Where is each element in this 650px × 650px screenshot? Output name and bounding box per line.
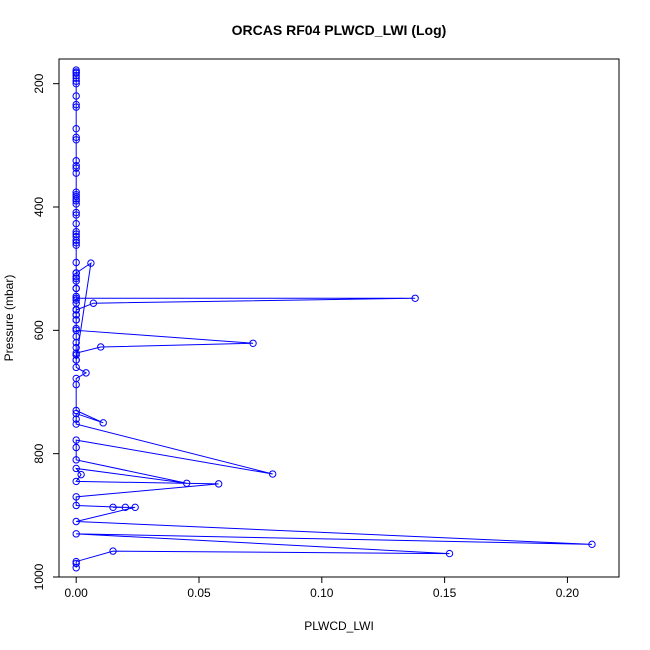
data-point (72, 564, 80, 572)
data-point (72, 136, 80, 144)
data-point (72, 227, 80, 236)
data-point (72, 164, 80, 172)
data-point (588, 540, 596, 549)
data-point (72, 241, 80, 249)
data-point (72, 74, 80, 82)
data-point (72, 103, 80, 111)
data-point (72, 443, 80, 452)
y-tick-label: 200 (32, 73, 46, 93)
data-point (72, 464, 80, 473)
x-axis: 0.00 0.05 0.10 0.15 0.20 (65, 577, 580, 600)
data-point (249, 339, 257, 347)
data-point (72, 208, 80, 217)
data-point (72, 406, 80, 415)
data-point (72, 219, 80, 228)
data-point (72, 124, 80, 133)
y-tick-label: 800 (32, 443, 46, 463)
data-point (72, 436, 80, 444)
data-point (72, 69, 80, 77)
data-point (72, 363, 80, 372)
x-axis-label: PLWCD_LWI (304, 619, 374, 633)
data-point (214, 480, 223, 488)
data-point (72, 493, 80, 501)
y-axis-label: Pressure (mbar) (2, 275, 16, 362)
data-point (72, 530, 80, 538)
data-point (72, 311, 80, 319)
data-point (72, 409, 80, 418)
data-point (99, 419, 107, 427)
data-point (72, 420, 80, 428)
data-point (183, 479, 191, 487)
data-point (77, 470, 85, 479)
data-point (72, 133, 80, 142)
data-point (72, 161, 80, 170)
data-point (109, 547, 117, 555)
data-point (72, 79, 80, 88)
data-point (72, 236, 80, 245)
y-tick-label: 400 (32, 197, 46, 217)
data-point (72, 343, 80, 352)
data-point (72, 192, 80, 201)
data-point (72, 277, 80, 285)
data-point (121, 503, 130, 512)
data-point (72, 517, 80, 526)
data-point (72, 294, 80, 302)
data-point (72, 356, 80, 364)
data-point (72, 274, 80, 283)
data-point (72, 169, 80, 177)
x-tick-label: 0.00 (65, 586, 89, 600)
data-point (131, 503, 139, 512)
data-point (72, 456, 80, 464)
data-point (97, 343, 105, 351)
data-point (109, 503, 117, 512)
x-tick-label: 0.20 (556, 586, 580, 600)
data-point (72, 338, 80, 347)
y-tick-label: 1000 (32, 563, 46, 590)
y-axis: 200 400 600 800 1000 (32, 73, 59, 590)
x-tick-label: 0.05 (187, 586, 211, 600)
data-point (72, 559, 80, 568)
data-point (72, 477, 80, 486)
data-point (72, 269, 80, 277)
data-point (72, 77, 80, 85)
data-point (72, 501, 80, 510)
data-point (411, 294, 419, 302)
series-group (72, 66, 596, 572)
chart-title: ORCAS RF04 PLWCD_LWI (Log) (232, 22, 447, 38)
data-point (72, 92, 80, 100)
data-point (72, 197, 80, 205)
data-point (87, 259, 95, 267)
data-point (72, 380, 80, 389)
plot-area-border (58, 58, 620, 578)
series-line (75, 70, 593, 568)
data-point (445, 549, 454, 558)
data-point (72, 100, 80, 109)
data-point (72, 284, 80, 293)
data-point (72, 157, 80, 165)
y-tick-label: 600 (32, 320, 46, 340)
data-point (72, 316, 80, 324)
data-point (72, 239, 80, 247)
x-tick-label: 0.15 (433, 586, 457, 600)
data-point (72, 326, 80, 335)
data-point (72, 211, 80, 219)
data-point (82, 369, 90, 377)
data-point (89, 299, 98, 307)
data-point (72, 200, 80, 208)
data-point (72, 71, 80, 80)
data-point (72, 258, 80, 267)
data-point (72, 415, 80, 423)
data-point (268, 470, 277, 478)
x-tick-label: 0.10 (310, 586, 334, 600)
data-point (72, 306, 80, 314)
